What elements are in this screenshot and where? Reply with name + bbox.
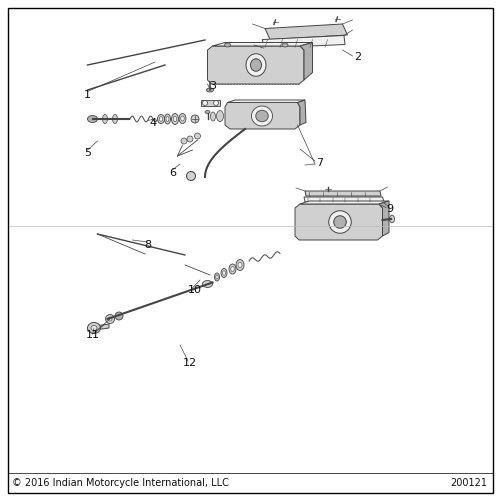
Text: 6: 6: [169, 168, 176, 177]
Ellipse shape: [115, 312, 123, 320]
Ellipse shape: [214, 100, 218, 105]
Ellipse shape: [224, 43, 230, 47]
Ellipse shape: [106, 314, 114, 324]
Text: 200121: 200121: [450, 478, 488, 488]
Ellipse shape: [191, 115, 199, 123]
Ellipse shape: [216, 110, 224, 122]
Ellipse shape: [181, 138, 187, 144]
Ellipse shape: [329, 211, 351, 233]
Ellipse shape: [334, 216, 346, 228]
Polygon shape: [262, 36, 345, 48]
Polygon shape: [298, 100, 306, 125]
Ellipse shape: [112, 114, 117, 124]
Text: 5: 5: [84, 148, 91, 158]
Ellipse shape: [91, 326, 97, 330]
Ellipse shape: [210, 112, 216, 121]
Ellipse shape: [159, 116, 163, 121]
Text: 12: 12: [183, 358, 197, 368]
Polygon shape: [212, 42, 312, 46]
Text: 1: 1: [84, 90, 91, 100]
Ellipse shape: [250, 58, 262, 71]
Ellipse shape: [222, 271, 226, 275]
Polygon shape: [300, 201, 389, 204]
Ellipse shape: [179, 114, 186, 124]
Ellipse shape: [229, 264, 236, 274]
Text: 10: 10: [188, 285, 202, 295]
Text: 8: 8: [144, 240, 151, 250]
Ellipse shape: [158, 114, 164, 124]
Ellipse shape: [231, 266, 234, 272]
Ellipse shape: [187, 136, 193, 142]
Ellipse shape: [166, 116, 169, 121]
Ellipse shape: [238, 262, 242, 268]
Ellipse shape: [252, 106, 272, 126]
Ellipse shape: [88, 322, 101, 334]
Text: © 2016 Indian Motorcycle International, LLC: © 2016 Indian Motorcycle International, …: [12, 478, 230, 488]
Ellipse shape: [236, 260, 244, 270]
Ellipse shape: [202, 280, 212, 287]
Polygon shape: [305, 191, 381, 196]
Polygon shape: [201, 100, 220, 106]
Ellipse shape: [186, 172, 196, 180]
Ellipse shape: [181, 116, 184, 121]
Polygon shape: [379, 201, 389, 236]
Ellipse shape: [246, 54, 266, 76]
Ellipse shape: [102, 114, 108, 124]
Text: 11: 11: [86, 330, 100, 340]
Ellipse shape: [390, 215, 394, 223]
Text: 7: 7: [316, 158, 324, 168]
Polygon shape: [300, 42, 312, 80]
Ellipse shape: [282, 43, 288, 47]
Text: 9: 9: [386, 204, 394, 214]
Polygon shape: [95, 324, 109, 330]
Ellipse shape: [88, 116, 98, 122]
Ellipse shape: [202, 100, 207, 105]
Text: 3: 3: [209, 81, 216, 91]
Polygon shape: [225, 102, 300, 129]
Polygon shape: [208, 46, 304, 84]
Text: 4: 4: [149, 118, 156, 128]
Ellipse shape: [206, 88, 214, 92]
Ellipse shape: [108, 317, 112, 321]
Polygon shape: [228, 100, 305, 102]
Polygon shape: [265, 24, 347, 40]
Ellipse shape: [214, 273, 220, 281]
Polygon shape: [295, 204, 382, 240]
Ellipse shape: [256, 110, 268, 122]
Ellipse shape: [164, 114, 170, 124]
Ellipse shape: [216, 275, 218, 279]
Ellipse shape: [172, 114, 178, 124]
Ellipse shape: [221, 268, 227, 278]
Polygon shape: [304, 197, 384, 202]
Ellipse shape: [174, 116, 177, 121]
Text: 2: 2: [354, 52, 361, 62]
Ellipse shape: [194, 133, 200, 139]
Ellipse shape: [205, 110, 210, 114]
